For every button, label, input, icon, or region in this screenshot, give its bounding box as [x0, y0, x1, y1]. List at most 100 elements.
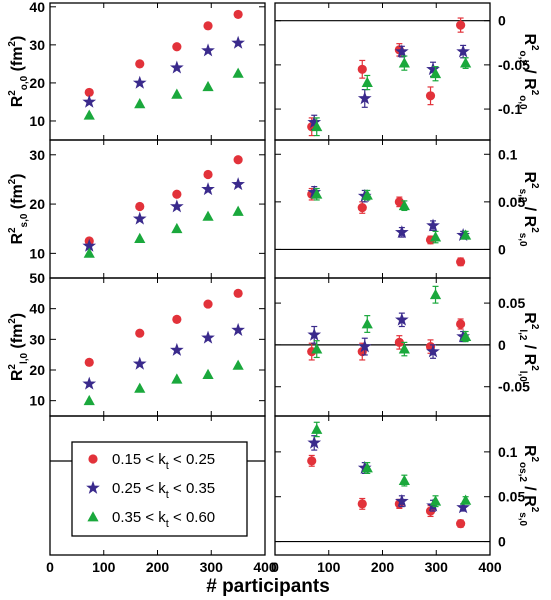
y-axis-title-part: s,0 — [517, 233, 528, 247]
y-axis-title-part: 2 — [7, 227, 18, 233]
panel-frame — [49, 277, 266, 417]
legend-label: 0.35 < kt < 0.60 — [112, 509, 215, 530]
y-axis-title-part: / R — [521, 65, 538, 90]
data-point — [231, 35, 245, 49]
y-tick-label: 10 — [29, 245, 45, 261]
data-point — [84, 87, 94, 98]
x-tick-label: 300 — [425, 559, 449, 575]
panel-frame — [49, 139, 266, 279]
data-point — [172, 189, 182, 199]
y-tick-label: 0.05 — [498, 194, 525, 210]
y-tick-label: 0 — [498, 337, 506, 353]
y-tick-label: 40 — [29, 301, 45, 317]
data-point — [231, 177, 245, 191]
data-point — [135, 59, 145, 69]
x-tick-label: 200 — [371, 559, 395, 575]
data-point — [460, 330, 472, 341]
data-point — [311, 188, 323, 199]
y-axis-title-part: (fm — [9, 47, 26, 76]
data-point — [134, 232, 146, 243]
data-point — [132, 211, 147, 225]
data-point — [232, 205, 244, 216]
y-axis-title-part: 2 — [529, 90, 540, 96]
y-axis-title-part: ) — [9, 313, 26, 318]
data-point — [83, 247, 95, 258]
x-tick-label: 400 — [253, 559, 277, 575]
legend-label-part: 0.35 < k — [112, 509, 166, 526]
data-point — [307, 115, 322, 129]
y-axis-title-part: o,2 — [517, 51, 528, 66]
legend-label-part: < 0.35 — [169, 480, 215, 497]
y-axis-title-part: 2 — [7, 90, 18, 96]
y-tick-label: 10 — [29, 393, 45, 409]
data-point — [311, 343, 323, 354]
legend-marker — [86, 480, 100, 494]
data-point — [425, 91, 436, 101]
data-point — [395, 225, 409, 239]
y-tick-label: 30 — [29, 331, 45, 347]
data-point — [203, 299, 213, 309]
y-axis-title: R2l,2 / R2l,0 — [517, 312, 540, 382]
data-point — [203, 21, 213, 31]
data-point — [307, 185, 322, 199]
y-axis-title-part: 2 — [529, 45, 540, 51]
data-point — [398, 199, 410, 211]
data-point — [83, 109, 95, 120]
legend-marker — [87, 511, 99, 522]
data-point — [456, 519, 466, 529]
y-axis-title-part: 2 — [7, 178, 18, 184]
y-axis-title-part: 2 — [7, 364, 18, 370]
data-point — [307, 435, 322, 449]
y-axis-title-part: R — [9, 369, 26, 381]
data-point — [170, 199, 184, 213]
data-point — [202, 368, 214, 379]
x-tick-label: 300 — [200, 559, 224, 575]
legend-label-part: 0.25 < k — [112, 480, 166, 497]
x-axis-title: # participants — [206, 576, 330, 597]
y-axis-title: R2o,0 (fm2) — [7, 36, 30, 108]
y-axis-title-part: R — [521, 312, 538, 324]
y-axis-title-part: R — [521, 33, 538, 45]
y-tick-label: -0.05 — [498, 57, 530, 73]
data-point — [456, 44, 470, 58]
data-point — [456, 257, 466, 267]
y-tick-label: 30 — [29, 37, 45, 53]
y-axis-title-part: o,0 — [517, 95, 528, 110]
data-point — [456, 20, 466, 30]
data-point — [171, 373, 183, 384]
data-point — [201, 43, 215, 57]
y-axis-title-part: / R — [521, 482, 538, 507]
data-point — [357, 499, 367, 509]
data-point — [394, 197, 404, 207]
panel-left-4 — [49, 415, 266, 556]
data-point — [361, 189, 373, 200]
data-point — [132, 75, 147, 89]
y-tick-label: 20 — [29, 196, 45, 212]
y-axis-title-part: 2 — [529, 457, 540, 463]
x-tick-label: 200 — [146, 559, 170, 575]
y-axis-title-part: s,0 — [19, 213, 30, 227]
x-tick-label: 0 — [271, 559, 279, 575]
y-tick-label: 20 — [29, 362, 45, 378]
data-point — [82, 376, 97, 390]
y-axis-title-part: 2 — [529, 183, 540, 189]
data-point — [456, 500, 470, 514]
data-point — [201, 182, 215, 196]
panel-right-4: 00.050.1 R2os,2 / R2s,0 — [274, 415, 540, 556]
y-tick-label: -0.05 — [498, 379, 530, 395]
data-point — [311, 423, 323, 434]
data-point — [429, 231, 442, 242]
y-tick-label: 0 — [498, 241, 506, 257]
data-point — [172, 314, 182, 324]
data-point — [132, 356, 147, 370]
data-point — [426, 344, 440, 358]
y-axis-title-part: 2 — [529, 227, 540, 233]
y-tick-label: 30 — [29, 147, 45, 163]
y-axis-title-part: ) — [9, 173, 26, 178]
data-point — [456, 319, 466, 329]
y-axis-title-part: o,0 — [19, 75, 30, 90]
data-point — [307, 327, 322, 341]
